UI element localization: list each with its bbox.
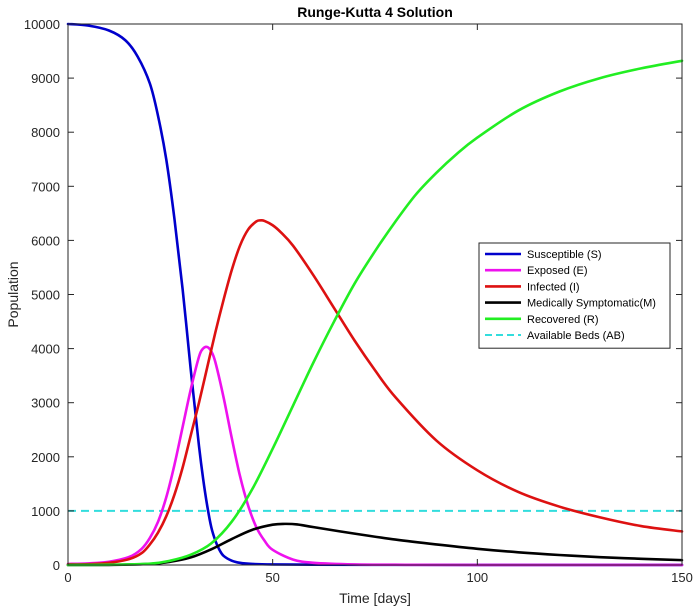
y-tick-label: 3000 — [31, 396, 60, 411]
y-tick-label: 8000 — [31, 125, 60, 140]
series-line-infected-i — [66, 218, 684, 566]
x-axis-label: Time [days] — [339, 590, 411, 606]
series-line-recovered-r — [66, 59, 684, 567]
legend-label: Medically Symptomatic(M) — [527, 298, 656, 310]
y-tick-label: 5000 — [31, 288, 60, 303]
legend-label: Exposed (E) — [527, 265, 588, 277]
legend-box — [478, 242, 671, 349]
series-layer — [66, 22, 684, 567]
chart-title: Runge-Kutta 4 Solution — [297, 4, 453, 20]
x-tick-label: 150 — [671, 570, 693, 585]
y-tick-label: 4000 — [31, 342, 60, 357]
y-tick-label: 0 — [53, 558, 60, 573]
y-tick-label: 2000 — [31, 450, 60, 465]
y-tick-label: 1000 — [31, 504, 60, 519]
y-tick-label: 10000 — [24, 17, 60, 32]
legend: Susceptible (S) Exposed (E) Infected (I) Me… — [478, 242, 671, 349]
legend-label: Recovered (R) — [527, 314, 599, 326]
legend-label: Susceptible (S) — [527, 249, 602, 261]
series-line-medically-symptomatic-m — [66, 522, 684, 567]
legend-label: Available Beds (AB) — [527, 330, 625, 342]
y-tick-label: 6000 — [31, 233, 60, 248]
legend-label: Infected (I) — [527, 281, 580, 293]
series-line-exposed-e — [66, 345, 684, 567]
y-tick-label: 9000 — [31, 71, 60, 86]
ticks-layer: 0 50 100 150 0 1000 2000 3000 4000 5000 6000 7000 80… — [24, 17, 693, 585]
y-tick-label: 7000 — [31, 179, 60, 194]
x-tick-label: 100 — [466, 570, 488, 585]
x-tick-label: 0 — [64, 570, 71, 585]
y-axis-label: Population — [5, 261, 21, 327]
x-tick-label: 50 — [265, 570, 279, 585]
